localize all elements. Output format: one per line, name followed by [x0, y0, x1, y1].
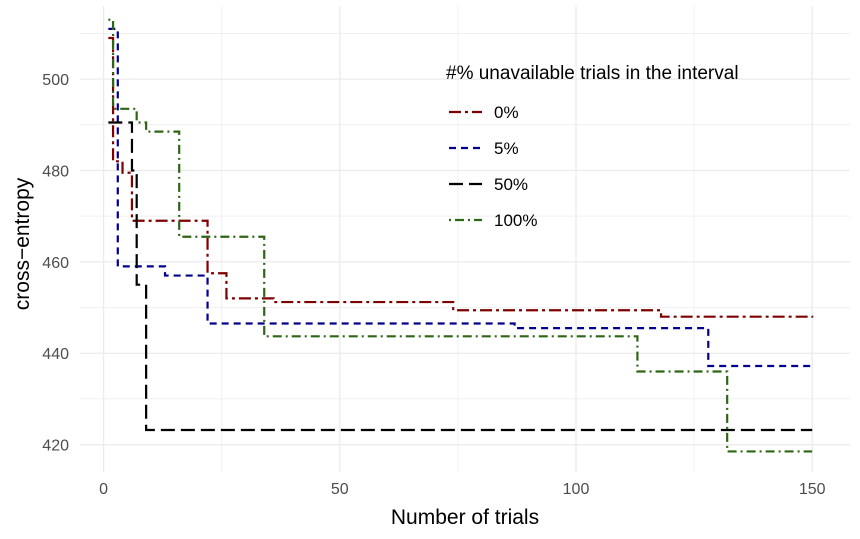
x-tick-label: 50 [331, 481, 349, 498]
y-tick-label: 500 [42, 72, 69, 89]
series-line-0pct [108, 36, 814, 318]
x-tick-label: 0 [99, 481, 108, 498]
series-lines [108, 18, 814, 453]
legend-label: 50% [494, 175, 528, 194]
y-tick-label: 480 [42, 163, 69, 180]
tick-labels: 0 50 100 150 420 440 460 480 500 [42, 72, 825, 498]
legend-items: 0% 5% 50% 100% [449, 103, 537, 230]
series-line-50pct [108, 121, 813, 432]
x-tick-label: 100 [563, 481, 590, 498]
legend-label: 0% [494, 103, 519, 122]
series-line-5pct [108, 27, 813, 368]
legend-title: #% unavailable trials in the interval [446, 63, 739, 84]
legend: #% unavailable trials in the interval 0%… [446, 63, 739, 230]
y-tick-label: 440 [42, 346, 69, 363]
y-tick-label: 460 [42, 255, 69, 272]
y-axis-title: cross−entropy [11, 177, 34, 310]
y-tick-label: 420 [42, 438, 69, 455]
legend-label: 100% [494, 211, 537, 230]
x-axis-title: Number of trials [391, 506, 539, 529]
series-line-100pct [108, 18, 813, 453]
x-tick-label: 150 [799, 481, 826, 498]
legend-label: 5% [494, 139, 519, 158]
